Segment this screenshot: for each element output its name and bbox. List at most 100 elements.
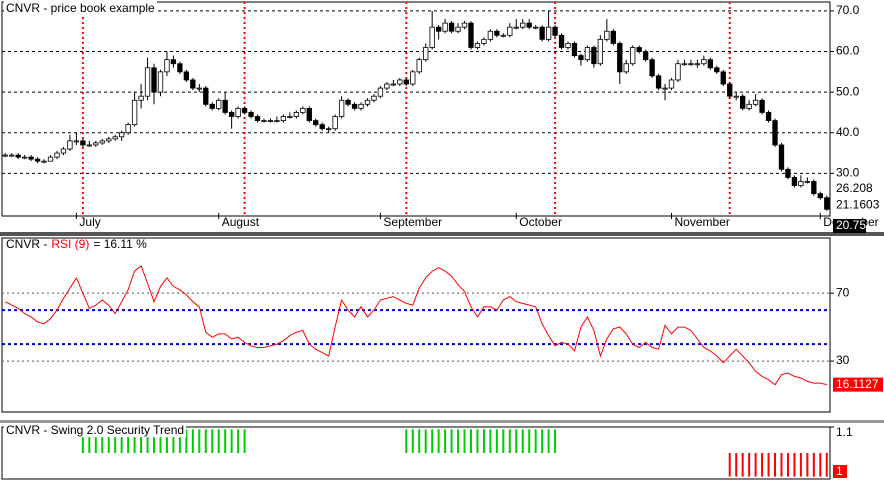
title-bg: [4, 423, 187, 438]
candle-body: [2, 154, 8, 157]
trend-bar: [761, 453, 764, 477]
candle-body: [293, 112, 299, 117]
candle-body: [584, 47, 591, 61]
candle-body: [642, 51, 649, 61]
trend-bar: [191, 429, 194, 453]
candle-body: [300, 107, 306, 113]
last-value-label: 20.75: [836, 218, 866, 232]
trend-bar: [424, 429, 427, 453]
trend-bar: [728, 453, 731, 477]
candle-body: [817, 193, 823, 199]
candle-body: [558, 34, 565, 48]
candle-body: [248, 112, 254, 117]
candle-body: [539, 26, 545, 40]
trend-bar: [243, 429, 246, 453]
trend-bar: [178, 429, 181, 453]
trend-bar: [444, 429, 447, 453]
trend-bar: [153, 429, 156, 453]
candle-body: [474, 43, 481, 48]
panel-title: CNVR -: [6, 237, 47, 251]
candle-body: [798, 181, 804, 186]
trend-bar: [101, 429, 104, 453]
candle-body: [610, 30, 616, 44]
title-bg: [4, 1, 158, 16]
legend-entry: RSI (9): [51, 237, 89, 251]
trend-bar: [508, 429, 511, 453]
candle-body: [455, 26, 461, 32]
candle-body: [487, 30, 494, 40]
candle-body: [824, 197, 830, 210]
trend-bar: [748, 453, 751, 477]
candle-body: [34, 158, 41, 162]
candle-body: [119, 132, 125, 138]
candle-body: [688, 63, 694, 66]
candle-body: [190, 79, 196, 89]
trend-bar: [198, 429, 201, 453]
candle-body: [41, 160, 47, 163]
trend-bar: [786, 453, 789, 477]
trend-bar: [211, 429, 214, 453]
candle-body: [597, 38, 604, 65]
candle-body: [384, 83, 390, 89]
trend-bar: [237, 429, 240, 453]
candle-body: [345, 99, 351, 105]
y-tick-label: 30.0: [836, 166, 860, 180]
trend-bar: [754, 453, 757, 477]
candle-body: [274, 120, 280, 122]
last-value-box: [833, 377, 883, 392]
candle-body: [630, 47, 636, 65]
candle-body: [759, 99, 765, 113]
candle-body: [106, 138, 112, 142]
trend-bar: [411, 429, 414, 453]
candle-body: [655, 75, 662, 89]
trend-bar: [812, 453, 815, 477]
candle-body: [694, 63, 701, 66]
candle-body: [649, 59, 655, 77]
trend-bar: [554, 429, 557, 453]
candle-body: [752, 99, 759, 105]
candle-body: [772, 120, 778, 146]
candle-body: [804, 181, 811, 183]
trend-bar: [541, 429, 544, 453]
candle-body: [791, 177, 798, 186]
candle-body: [196, 87, 202, 90]
candle-body: [228, 112, 235, 117]
trend-bar: [495, 429, 498, 453]
rsi-line: [4, 265, 827, 386]
trend-bar: [534, 429, 537, 453]
candle-body: [170, 59, 177, 65]
trend-bar: [547, 429, 550, 453]
candle-body: [429, 26, 435, 48]
last-value-label: 16.1127: [836, 377, 879, 391]
trend-bar: [457, 429, 460, 453]
trend-bar: [172, 429, 175, 453]
trend-bar: [780, 453, 783, 477]
trend-bar: [521, 429, 524, 453]
candle-body: [636, 47, 642, 52]
candle-body: [733, 95, 739, 98]
x-tick-label: September: [383, 215, 442, 229]
candle-body: [306, 107, 312, 121]
candle-body: [371, 95, 377, 101]
candle-body: [746, 103, 752, 109]
candle-body: [125, 124, 131, 134]
candle-body: [778, 144, 785, 170]
candle-body: [500, 34, 506, 37]
candle-body: [216, 99, 222, 109]
y-tick-label: 40.0: [836, 125, 860, 139]
candle-body: [578, 55, 584, 61]
candle-body: [144, 67, 151, 97]
trend-bar: [774, 453, 777, 477]
trend-bar: [515, 429, 518, 453]
trend-bar: [819, 453, 822, 477]
trend-bar: [81, 429, 84, 453]
trend-bar: [405, 429, 408, 453]
candle-body: [287, 116, 293, 118]
candle-body: [99, 140, 105, 144]
candle-body: [80, 140, 86, 146]
candle-body: [86, 144, 92, 147]
candle-body: [448, 22, 455, 32]
trend-bar: [735, 453, 738, 477]
trend-bar: [127, 429, 130, 453]
